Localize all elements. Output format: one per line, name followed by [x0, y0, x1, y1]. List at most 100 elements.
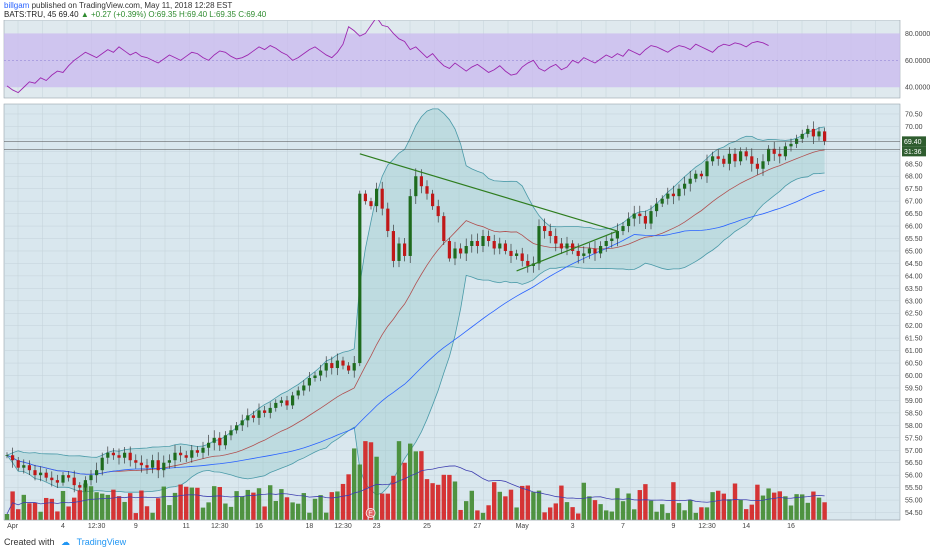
volume-bar — [486, 505, 491, 520]
candle-body — [492, 241, 496, 249]
candle-body — [453, 248, 457, 259]
candle-body — [246, 415, 250, 421]
volume-bar — [637, 490, 642, 520]
symbol-legend: BATS:TRU, 45 69.40 ▲ +0.27 (+0.39%) O:69… — [4, 10, 266, 20]
candle-body — [671, 193, 675, 197]
candle-body — [475, 241, 479, 246]
candle-body — [627, 218, 631, 227]
x-tick-label: 23 — [373, 523, 381, 530]
candle-body — [111, 452, 115, 456]
x-tick-label: 4 — [61, 523, 65, 530]
candle-body — [67, 475, 71, 478]
candle-body — [615, 231, 619, 239]
x-tick-label: 9 — [134, 523, 138, 530]
candle-body — [162, 462, 166, 471]
price-tick-label: 57.00 — [905, 448, 923, 455]
candle-body — [195, 450, 199, 453]
volume-bar — [609, 511, 614, 520]
volume-bar — [626, 493, 631, 520]
candle-body — [240, 420, 244, 426]
volume-bar — [620, 501, 626, 520]
price-chart[interactable]: 80.0000 60.0000 40.0000 69.40 31:36 54.50 55.0… — [0, 20, 932, 530]
candle-body — [386, 208, 390, 232]
candle-body — [11, 455, 15, 461]
rsi-tick-label: 60.0000 — [905, 58, 930, 65]
candle-body — [548, 231, 552, 237]
volume-bar — [693, 512, 698, 520]
volume-bar — [660, 504, 665, 520]
candle-body — [397, 243, 401, 261]
price-tick-label: 58.00 — [905, 423, 923, 430]
volume-bar — [150, 512, 155, 520]
candle-body — [649, 211, 653, 224]
candle-body — [27, 465, 31, 471]
volume-bar — [688, 499, 693, 520]
volume-bar — [592, 500, 598, 520]
candle-body — [117, 455, 121, 458]
candle-body — [190, 450, 194, 458]
candle-body — [369, 201, 373, 207]
candle-body — [470, 241, 474, 246]
price-tick-label: 57.50 — [905, 435, 923, 442]
candle-body — [727, 153, 731, 164]
candle-body — [559, 243, 563, 249]
volume-bar — [777, 491, 782, 520]
publish-info: published on TradingView.com, May 11, 20… — [31, 1, 233, 10]
volume-bar — [699, 507, 704, 520]
candle-body — [358, 193, 362, 364]
volume-bar — [755, 484, 760, 520]
candle-body — [347, 365, 351, 371]
volume-bar — [212, 486, 217, 520]
candle-body — [526, 260, 530, 266]
volume-bar — [424, 479, 430, 520]
candle-body — [313, 375, 317, 379]
price-tick-label: 64.50 — [905, 261, 923, 268]
volume-bar — [548, 507, 553, 520]
price-tick-label: 56.50 — [905, 460, 923, 467]
candle-body — [279, 400, 283, 403]
volume-bar — [413, 451, 418, 520]
volume-bar — [340, 483, 346, 520]
x-tick-label: 16 — [787, 523, 795, 530]
candle-body — [167, 460, 171, 463]
volume-bar — [654, 511, 659, 520]
volume-bar — [284, 497, 290, 520]
volume-bar — [587, 496, 592, 520]
price-tick-label: 66.50 — [905, 211, 923, 218]
candle-body — [772, 148, 776, 154]
volume-bar — [800, 494, 805, 520]
volume-bar — [172, 492, 178, 520]
volume-bar — [542, 512, 547, 520]
trendline — [516, 230, 618, 272]
volume-bar — [604, 510, 609, 520]
x-tick-label: Apr — [7, 523, 19, 530]
volume-bar — [217, 487, 222, 520]
symbol-name[interactable]: BATS:TRU, 45 — [4, 10, 57, 19]
volume-bar — [643, 484, 648, 520]
last-price: 69.40 — [58, 10, 79, 19]
author-link[interactable]: billgam — [4, 1, 30, 10]
volume-bar — [816, 497, 822, 520]
price-tick-label: 67.50 — [905, 186, 923, 193]
volume-bar — [576, 513, 581, 520]
candle-body — [739, 151, 743, 162]
volume-bar — [710, 492, 715, 520]
volume-bar — [788, 505, 794, 520]
volume-bar — [447, 474, 452, 520]
candle-body — [218, 437, 222, 446]
price-panel — [3, 103, 901, 521]
price-tick-label: 55.00 — [905, 498, 923, 505]
candle-body — [459, 248, 463, 254]
volume-bar — [492, 482, 497, 520]
x-tick-label: 11 — [183, 523, 190, 530]
tradingview-brand[interactable]: TradingView — [76, 537, 127, 547]
volume-bar — [452, 481, 458, 520]
volume-bar — [581, 482, 586, 520]
candle-body — [156, 460, 160, 471]
candle-body — [257, 410, 261, 418]
volume-bar — [346, 474, 351, 520]
candle-body — [263, 410, 267, 413]
volume-bar — [464, 501, 469, 520]
volume-bar — [598, 504, 603, 520]
candles — [5, 121, 827, 493]
